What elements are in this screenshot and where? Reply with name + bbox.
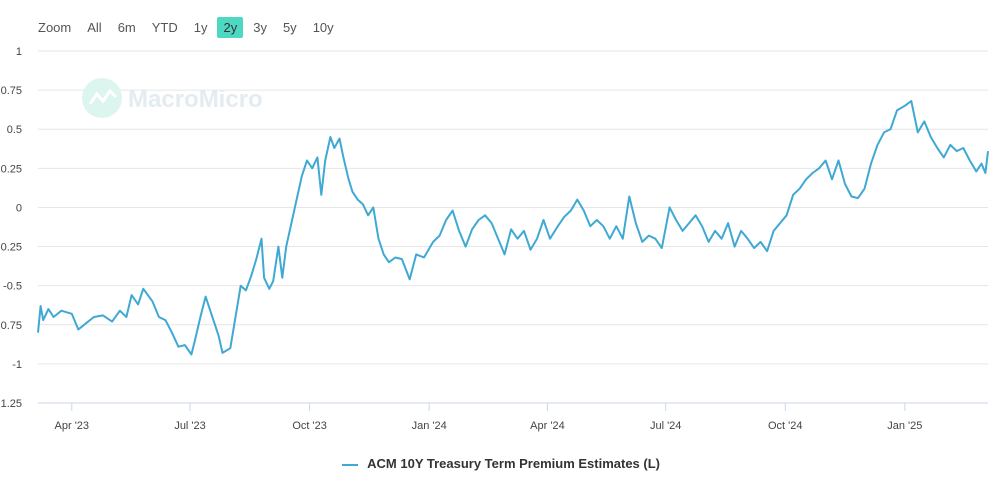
y-tick-label: 0.75	[1, 85, 22, 97]
zoom-5y-button[interactable]: 5y	[282, 19, 297, 35]
x-tick-label: Jan '24	[412, 420, 447, 432]
series-group	[37, 100, 989, 356]
x-tick-label: Oct '24	[768, 420, 803, 432]
zoom-all-button[interactable]: All	[87, 19, 102, 35]
y-tick-label: 0.5	[7, 124, 22, 136]
y-tick-label: 0	[16, 202, 22, 214]
watermark: MacroMicro	[82, 78, 263, 118]
legend-swatch	[342, 463, 358, 466]
zoom-1y-button[interactable]: 1y	[193, 19, 208, 35]
y-tick-label: -0.75	[0, 320, 22, 332]
zoom-3y-button[interactable]: 3y	[253, 19, 267, 35]
line-chart: MacroMicro 1 0.75 0.5 0.25 0 -0.25 -0.5 -0.75 -1…	[0, 46, 989, 432]
x-tick-label: Jul '23	[174, 420, 205, 432]
legend-label: ACM 10Y Treasury Term Premium Estimates …	[367, 456, 660, 471]
zoom-label: Zoom	[38, 19, 72, 35]
y-tick-label: -0.25	[0, 242, 22, 254]
series-line	[37, 100, 989, 356]
zoom-2y-button[interactable]: 2y	[217, 16, 244, 38]
x-tick-label: Jan '25	[887, 420, 922, 432]
y-tick-label: -1	[12, 359, 22, 371]
x-axis: Apr '23 Jul '23 Oct '23 Jan '24 Apr '24 Jul '…	[38, 402, 988, 432]
x-tick-label: Jul '24	[650, 420, 681, 432]
y-tick-label: -1.25	[0, 398, 22, 410]
zoom-10y-button[interactable]: 10y	[312, 19, 334, 35]
x-tick-label: Oct '23	[292, 420, 327, 432]
legend[interactable]: ACM 10Y Treasury Term Premium Estimates …	[0, 456, 1002, 471]
zoom-ytd-button[interactable]: YTD	[151, 19, 178, 35]
watermark-text: MacroMicro	[128, 86, 263, 113]
x-tick-label: Apr '23	[55, 420, 90, 432]
zoom-bar: Zoom All 6m YTD 1y 2y 3y 5y 10y	[38, 16, 344, 38]
zoom-6m-button[interactable]: 6m	[117, 19, 136, 35]
y-axis: 1 0.75 0.5 0.25 0 -0.25 -0.5 -0.75 -1 -1.25	[0, 46, 22, 410]
y-tick-label: 1	[16, 46, 22, 58]
watermark-logo-mark-icon	[88, 88, 118, 105]
y-tick-label: -0.5	[3, 281, 22, 293]
x-tick-label: Apr '24	[530, 420, 565, 432]
y-tick-label: 0.25	[1, 163, 22, 175]
